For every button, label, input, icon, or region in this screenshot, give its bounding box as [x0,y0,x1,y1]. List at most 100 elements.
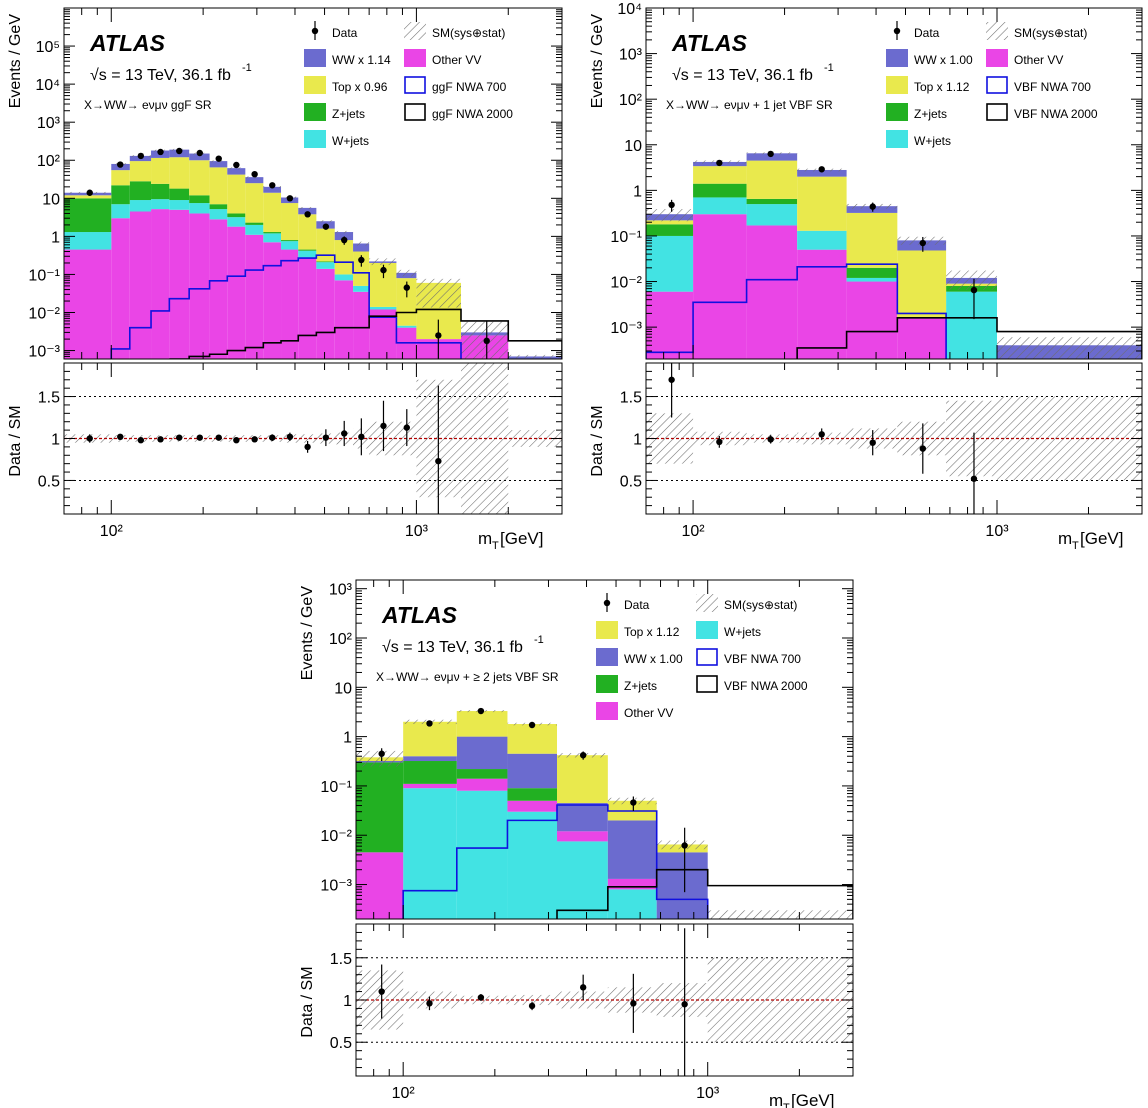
legend-label: Z+jets [332,107,365,121]
ratio-point [358,433,365,441]
stack-othervv [64,209,509,359]
main-plot-area [356,707,853,919]
legend-swatch [886,76,908,94]
ratio-y-axis-label: Data / SM [299,966,316,1037]
bar-top [111,170,130,186]
legend-swatch [404,49,426,67]
band-bin [227,167,246,170]
ratio-point [668,376,675,383]
ratio-y-tick-label: 1.5 [38,390,60,407]
bar-wjets [189,203,210,214]
legend-label: Top x 1.12 [914,80,970,94]
y-tick-label: 10³ [329,582,353,599]
bar-top [403,721,457,757]
bar-ww [334,232,354,241]
bar-wjets [298,250,317,258]
bar-top [169,157,190,189]
legend-swatch-line [404,76,426,94]
legend-label: ggF NWA 2000 [432,107,513,121]
legend-swatch [304,49,326,67]
bar-othervv [169,209,190,359]
y-tick-label: 10⁻¹ [28,267,60,284]
bar-zjets [151,183,170,200]
bar-othervv [316,268,335,359]
legend-swatch [886,49,908,67]
bar-wjets [209,209,228,220]
y-axis-label: Events / GeV [589,14,606,109]
data-point [86,189,93,196]
data-point [668,201,675,209]
ratio-point [269,434,276,441]
bar-othervv [263,242,282,359]
main-frame [63,7,563,360]
data-point [579,751,587,759]
legend-item-zjets: Z+jets [596,675,657,693]
legend-swatch [886,103,908,121]
y-tick-label: 10 [334,680,352,697]
panel-vbf-1jet-sr: 10⁻³ 10⁻² 10⁻¹ 1 10 10² 10³ 10⁴ 10² 10³ Events / G… [589,1,1143,552]
data-point [358,256,365,264]
bar-wjets [693,197,747,215]
band-bin [298,207,317,210]
legend-item-band: SM(sys⊕stat) [404,22,505,40]
data-point [767,150,774,158]
stack-top [646,160,997,318]
signal-nwa700 [110,254,462,359]
bar-ww [298,207,317,215]
y-tick-label: 10² [37,153,61,170]
legend-swatch [596,675,618,693]
legend-item-data: Data [893,21,940,40]
region-label: X→WW→ eνμν + ≥ 2 jets VBF SR [376,670,559,684]
panel-ggf-sr: 10⁻³ 10⁻² 10⁻¹ 1 10 10² 10³ 10⁴ 10⁵ 10² 10³ Events … [7,7,563,552]
bar-othervv [298,257,317,359]
y-tick-label: 10⁻³ [320,878,352,895]
ratio-y-tick-label: 0.5 [38,473,60,490]
bar-wjets [245,224,264,235]
legend-item-nwa700: VBF NWA 700 [986,76,1091,94]
band-bin [369,258,397,266]
ratio-y-tick-label: 1.5 [620,390,642,407]
bar-ww [607,820,657,879]
y-tick-label: 10⁻³ [28,344,60,361]
legend-swatch [304,130,326,148]
signal-nwa700 [646,263,947,359]
band-bin [353,241,370,246]
legend-label: Other VV [624,706,673,720]
bar-wjets [946,291,997,359]
data-point [919,239,927,247]
y-tick-label: 10² [619,92,643,109]
data-point [269,182,276,189]
main-frame [355,579,854,920]
legend-label: Z+jets [914,107,947,121]
bar-ww [353,243,370,252]
legend-item-data: Data [311,21,358,40]
ratio-point [304,443,311,451]
bar-top [129,161,152,182]
legend-label: WW x 1.00 [624,652,683,666]
bar-othervv [456,778,508,791]
ratio-point [403,424,410,431]
band-bin [707,910,853,919]
x-axis: 10² 10³ [63,8,563,540]
band-bin [356,750,404,767]
ratio-point [176,434,183,441]
bar-zjets [245,222,264,225]
bar-top [245,183,264,223]
legend-swatch-hatch [404,22,426,40]
data-point [435,332,442,339]
bar-top [298,214,317,250]
bar-wjets [403,788,457,919]
bar-top [456,711,508,737]
legend-item-band: SM(sys⊕stat) [696,594,797,612]
legend-item-ww: WW x 1.14 [304,49,391,67]
bar-ww [557,803,608,832]
bar-wjets [353,285,370,292]
energy-lumi-label: √s = 13 TeV, 36.1 fb [382,639,523,656]
ratio-y-axis: 0.5 1 1.5 [38,370,562,507]
bar-wjets [746,204,798,226]
ratio-point [157,436,164,443]
legend-label: VBF NWA 700 [1014,80,1091,94]
y-tick-label: 10⁻² [610,275,642,292]
bar-othervv [797,249,847,359]
